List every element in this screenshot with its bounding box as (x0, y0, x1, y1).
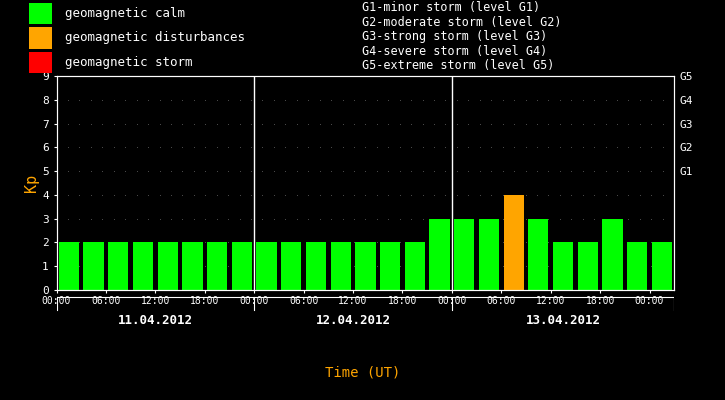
Text: 13.04.2012: 13.04.2012 (526, 314, 600, 327)
Bar (257, 242, 277, 290)
Bar (157, 242, 178, 290)
Y-axis label: Kp: Kp (25, 174, 39, 192)
Bar (380, 242, 400, 290)
Bar (504, 195, 523, 290)
Bar (331, 242, 351, 290)
Bar (578, 242, 598, 290)
Bar (454, 219, 474, 290)
Bar (602, 219, 623, 290)
Bar (429, 219, 450, 290)
Bar (232, 242, 252, 290)
Bar (108, 242, 128, 290)
Bar (355, 242, 376, 290)
Text: 11.04.2012: 11.04.2012 (118, 314, 193, 327)
Text: geomagnetic disturbances: geomagnetic disturbances (65, 32, 245, 44)
Bar (83, 242, 104, 290)
Text: G4-severe storm (level G4): G4-severe storm (level G4) (362, 45, 548, 58)
Text: G1-minor storm (level G1): G1-minor storm (level G1) (362, 1, 541, 14)
Text: geomagnetic calm: geomagnetic calm (65, 7, 186, 20)
Bar (29, 3, 52, 24)
Bar (29, 52, 52, 73)
Text: 12.04.2012: 12.04.2012 (315, 314, 391, 327)
Text: geomagnetic storm: geomagnetic storm (65, 56, 193, 69)
Bar (59, 242, 79, 290)
Text: G3-strong storm (level G3): G3-strong storm (level G3) (362, 30, 548, 43)
Bar (553, 242, 573, 290)
Bar (29, 27, 52, 49)
Bar (478, 219, 499, 290)
Text: Time (UT): Time (UT) (325, 365, 400, 379)
Bar (281, 242, 302, 290)
Bar (182, 242, 202, 290)
Text: G2-moderate storm (level G2): G2-moderate storm (level G2) (362, 16, 562, 29)
Bar (133, 242, 153, 290)
Bar (207, 242, 227, 290)
Text: G5-extreme storm (level G5): G5-extreme storm (level G5) (362, 60, 555, 72)
Bar (627, 242, 647, 290)
Bar (405, 242, 425, 290)
Bar (652, 242, 672, 290)
Bar (306, 242, 326, 290)
Bar (529, 219, 549, 290)
